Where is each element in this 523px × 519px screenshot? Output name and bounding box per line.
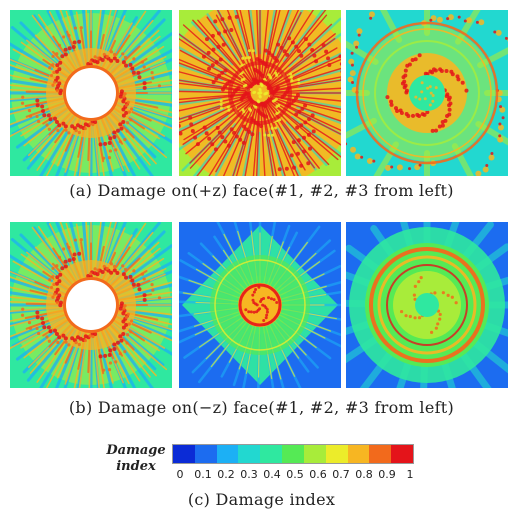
colorbar-cell	[347, 445, 370, 463]
colorbar-cell	[216, 445, 239, 463]
colorbar-cell	[238, 445, 261, 463]
colorbar-cell	[260, 445, 283, 463]
colorbar	[172, 444, 414, 464]
colorbar-tick-label: 0.6	[309, 468, 327, 481]
colorbar-tick-label: 0.3	[240, 468, 258, 481]
colorbar-tick-label: 0.9	[378, 468, 396, 481]
colorbar-cell	[173, 445, 195, 463]
colorbar-tick-label: 0	[176, 468, 184, 481]
colorbar-cell	[391, 445, 413, 463]
caption-a: (a) Damage on(+z) face(#1, #2, #3 from l…	[69, 181, 454, 200]
colorbar-cell	[282, 445, 304, 463]
caption-c: (c) Damage index	[187, 490, 336, 509]
damage-plot-b1	[10, 222, 172, 388]
damage-plot-b2	[179, 222, 341, 388]
caption-b: (b) Damage on(−z) face(#1, #2, #3 from l…	[68, 398, 455, 417]
colorbar-tick-label: 1	[406, 468, 414, 481]
colorbar-tick-label: 0.1	[194, 468, 212, 481]
damage-plot-a1	[10, 10, 172, 176]
colorbar-tick-label: 0.7	[332, 468, 350, 481]
damage-plot-a2	[179, 10, 341, 176]
damage-plot-b3	[346, 222, 508, 388]
colorbar-cell	[369, 445, 392, 463]
colorbar-ticks: 0 0.1 0.2 0.3 0.4 0.5 0.6 0.7 0.8 0.9 1	[170, 468, 420, 484]
legend-title: Damage index	[106, 443, 166, 474]
colorbar-cell	[303, 445, 326, 463]
damage-plot-a3	[346, 10, 508, 176]
colorbar-cell	[194, 445, 217, 463]
colorbar-tick-label: 0.5	[286, 468, 304, 481]
colorbar-tick-label: 0.2	[217, 468, 235, 481]
colorbar-cell	[325, 445, 348, 463]
colorbar-tick-label: 0.8	[355, 468, 373, 481]
colorbar-tick-label: 0.4	[263, 468, 281, 481]
